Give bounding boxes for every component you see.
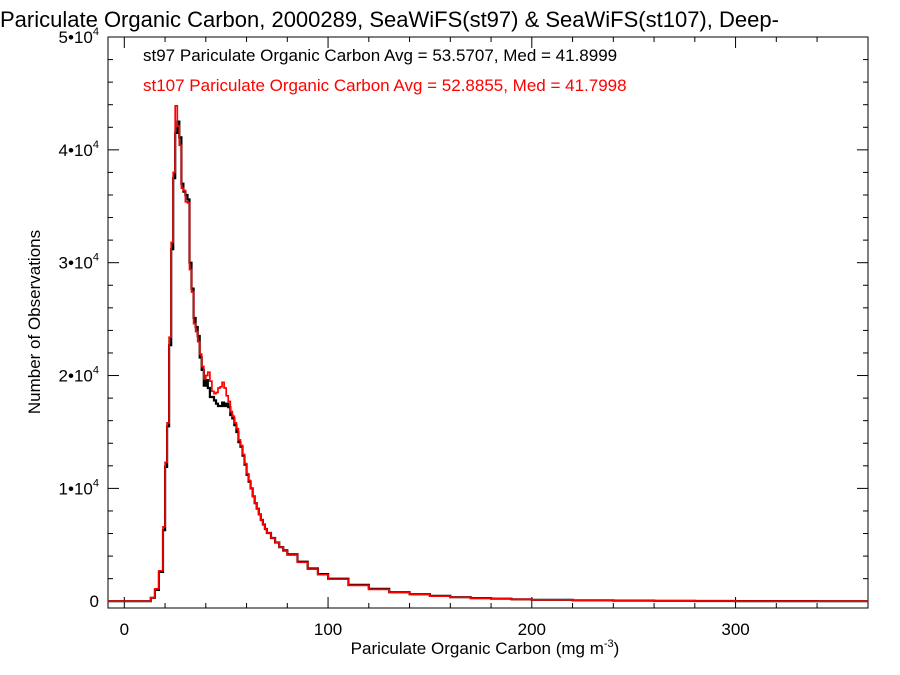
x-axis-label: Pariculate Organic Carbon (mg m-3) [351, 638, 620, 658]
x-axis-label-main: Pariculate Organic Carbon (mg m [351, 639, 604, 658]
legend-entry-st97: st97 Pariculate Organic Carbon Avg = 53.… [143, 46, 617, 65]
y-tick-label: 4•104 [59, 139, 99, 160]
x-tick-labels: 0 100 200 300 [120, 620, 750, 639]
x-axis-label-suffix: ) [614, 639, 620, 658]
y-tick-labels: 0 1•104 2•104 3•104 4•104 5•104 [59, 26, 99, 611]
legend-entry-st107: st107 Pariculate Organic Carbon Avg = 52… [143, 76, 627, 95]
series-group [108, 104, 868, 603]
axis-ticks [108, 36, 868, 608]
x-tick-label: 100 [314, 620, 342, 639]
plot-frame [107, 36, 869, 609]
x-tick-label: 200 [518, 620, 546, 639]
y-tick-label: 0 [90, 592, 99, 611]
y-axis-label: Number of Observations [25, 230, 44, 414]
series-line-st97 [108, 120, 868, 603]
y-tick-label: 1•104 [59, 477, 99, 498]
y-tick-label: 2•104 [59, 365, 99, 386]
x-tick-label: 0 [120, 620, 129, 639]
y-tick-label: 3•104 [59, 252, 99, 273]
chart-title: Pariculate Organic Carbon, 2000289, SeaW… [0, 7, 779, 32]
x-axis-label-superscript: -3 [604, 638, 614, 650]
series-line-st107 [108, 104, 868, 603]
x-tick-label: 300 [721, 620, 749, 639]
y-tick-label: 5•104 [59, 26, 99, 47]
